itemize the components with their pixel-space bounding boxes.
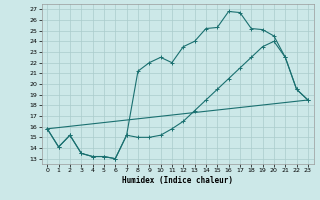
X-axis label: Humidex (Indice chaleur): Humidex (Indice chaleur) [122, 176, 233, 185]
